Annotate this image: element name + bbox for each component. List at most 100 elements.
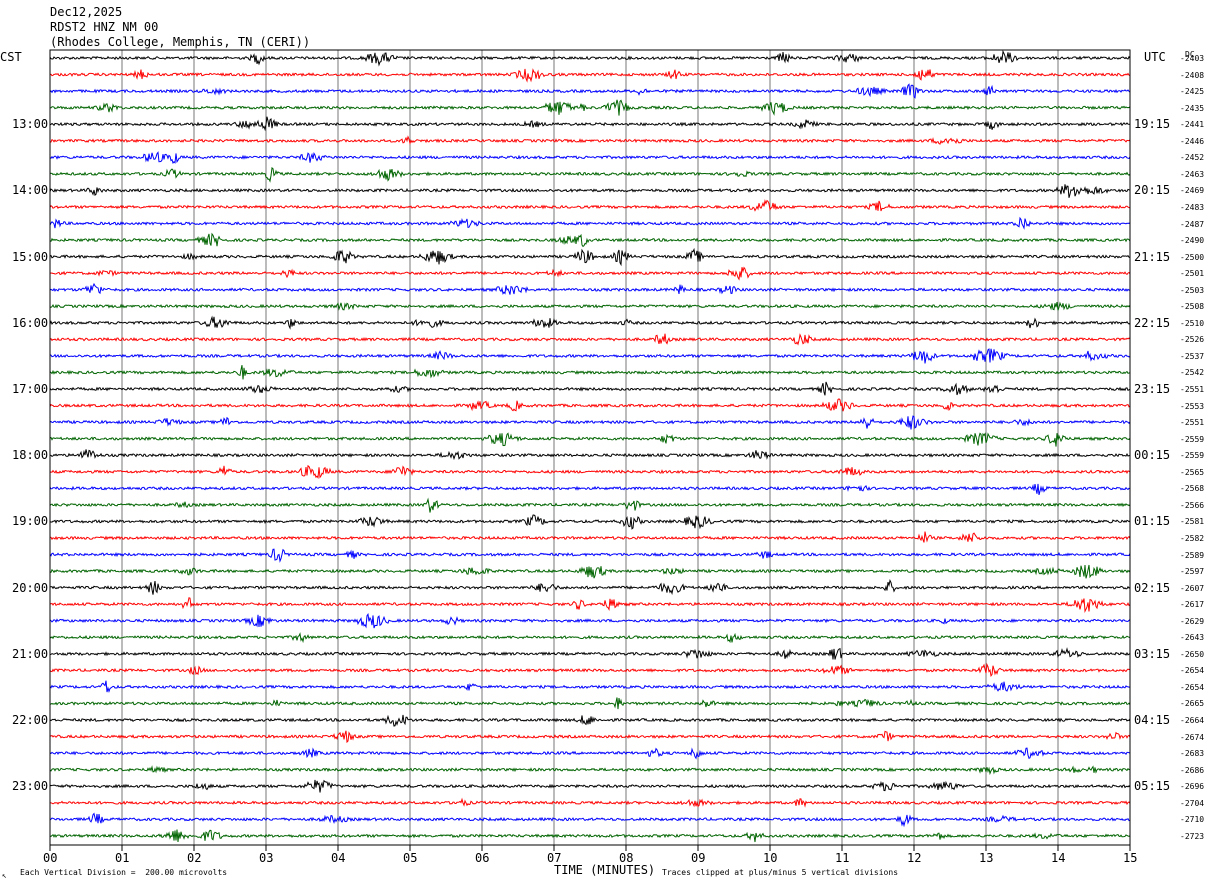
x-tick-label: 11 <box>835 851 850 865</box>
trace-line <box>49 797 1131 808</box>
dc-offset-label: -2551 <box>1180 418 1205 428</box>
dc-offset-label: -2463 <box>1180 169 1205 179</box>
dc-offset-label: -2617 <box>1180 600 1205 610</box>
left-hour-label: 23:00 <box>12 779 49 794</box>
trace-line <box>49 714 1131 727</box>
x-tick-label: 04 <box>331 851 346 865</box>
dc-offset-label: -2542 <box>1180 368 1205 378</box>
trace-line <box>49 315 1131 330</box>
dc-offset-label: -2589 <box>1180 550 1205 560</box>
left-hour-label: 22:00 <box>12 713 49 727</box>
trace-line <box>49 266 1131 281</box>
trace-line <box>49 99 1131 116</box>
trace-line <box>50 135 1131 146</box>
left-hour-label: 20:00 <box>12 580 49 595</box>
dc-offset-label: -2526 <box>1180 335 1205 345</box>
dc-offset-label: -2441 <box>1180 120 1205 130</box>
trace-line <box>49 184 1131 198</box>
dc-offset-label: -2510 <box>1180 318 1205 328</box>
x-tick-label: 01 <box>115 851 130 865</box>
trace-line <box>49 747 1131 760</box>
left-hour-label: 14:00 <box>12 183 49 198</box>
trace-line <box>49 597 1131 614</box>
dc-offset-label: -2581 <box>1180 517 1205 527</box>
left-hour-label: 13:00 <box>12 117 49 132</box>
dc-offset-label: -2408 <box>1180 70 1205 80</box>
dc-offset-label: -2664 <box>1180 716 1205 725</box>
dc-offset-label: -2435 <box>1180 103 1205 113</box>
trace-line <box>49 765 1131 776</box>
dc-offset-label: -2537 <box>1180 351 1205 361</box>
dc-offset-label: -2559 <box>1180 451 1205 461</box>
dc-offset-label: -2551 <box>1180 385 1205 394</box>
left-hour-label: 19:00 <box>12 514 49 529</box>
right-hour-label: 21:15 <box>1134 249 1171 264</box>
dc-offset-label: -2607 <box>1180 583 1205 593</box>
dc-offset-label: -2403 <box>1180 54 1205 63</box>
dc-offset-label: -2469 <box>1180 186 1205 196</box>
dc-offset-label: -2643 <box>1180 633 1205 643</box>
trace-line <box>49 449 1130 461</box>
location-label: (Rhodes College, Memphis, TN (CERI)) <box>50 35 311 49</box>
x-tick-label: 05 <box>403 851 418 865</box>
dc-offset-label: -2559 <box>1180 434 1205 444</box>
right-timezone-label: UTC <box>1144 50 1166 64</box>
x-tick-label: 10 <box>763 851 778 865</box>
dc-offset-label: -2665 <box>1180 699 1205 709</box>
trace-line <box>49 247 1131 267</box>
x-tick-label: 07 <box>547 851 562 865</box>
trace-line <box>49 697 1131 710</box>
trace-line <box>49 333 1131 346</box>
dc-offset-label: -2487 <box>1180 219 1205 229</box>
trace-line <box>49 364 1131 380</box>
seismic-traces <box>49 49 1131 843</box>
scale-note: Each Vertical Division = 200.00 microvol… <box>20 868 228 877</box>
left-timezone-label: CST <box>0 50 22 64</box>
trace-line <box>49 662 1131 677</box>
right-hour-label: 04:15 <box>1134 713 1171 727</box>
trace-line <box>49 548 1131 563</box>
trace-line <box>49 199 1131 212</box>
dc-offset-label: -2446 <box>1180 136 1205 146</box>
trace-line <box>49 116 1131 132</box>
right-hour-label: 02:15 <box>1134 580 1171 595</box>
dc-offset-label: -2565 <box>1180 467 1205 477</box>
dc-offset-label: -2503 <box>1180 285 1205 295</box>
right-hour-label: 19:15 <box>1134 117 1171 132</box>
x-tick-label: 13 <box>979 851 994 865</box>
trace-line <box>49 730 1131 744</box>
dc-offset-label: -2696 <box>1180 782 1205 792</box>
trace-line <box>49 216 1131 230</box>
minute-gridlines <box>121 50 1059 845</box>
trace-line <box>49 398 1131 412</box>
dc-offset-label: -2500 <box>1180 252 1205 262</box>
dc-offset-label: -2483 <box>1180 202 1205 212</box>
x-tick-label: 12 <box>907 851 922 865</box>
dc-offset-label: -2674 <box>1180 732 1205 742</box>
trace-line <box>49 564 1131 579</box>
left-hour-label: 18:00 <box>12 448 49 463</box>
right-hour-label: 00:15 <box>1134 448 1171 463</box>
trace-line <box>49 167 1131 183</box>
dc-offset-label: -2710 <box>1180 815 1205 825</box>
trace-line <box>49 49 1131 67</box>
right-hour-label: 20:15 <box>1134 183 1171 198</box>
trace-line <box>49 829 1131 843</box>
trace-line <box>49 612 1131 629</box>
right-hour-label: 05:15 <box>1134 779 1171 794</box>
trace-line <box>49 232 1131 248</box>
right-hour-label: 03:15 <box>1134 646 1171 661</box>
clip-note: Traces clipped at plus/minus 5 vertical … <box>662 868 899 877</box>
right-hour-label: 23:15 <box>1134 382 1171 396</box>
left-hour-label: 17:00 <box>12 382 49 396</box>
trace-line <box>49 779 1131 793</box>
x-axis-ticks <box>49 845 1131 851</box>
right-hour-label: 01:15 <box>1134 514 1171 529</box>
trace-line <box>49 632 1131 644</box>
trace-line <box>49 483 1131 496</box>
dc-offset-label: -2566 <box>1180 500 1205 510</box>
trace-line <box>49 381 1131 396</box>
trace-line <box>49 647 1131 660</box>
left-hour-label: 21:00 <box>12 646 49 661</box>
